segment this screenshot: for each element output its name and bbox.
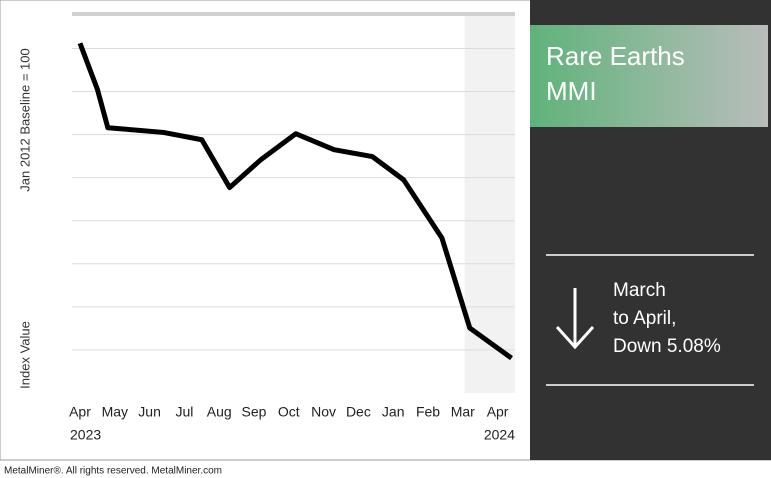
x-tick-label: Apr xyxy=(487,404,509,420)
panel-title: Rare Earths xyxy=(546,41,685,71)
x-tick-label: Apr xyxy=(69,404,91,420)
highlight xyxy=(464,14,515,393)
x-tick-label: Jul xyxy=(175,404,193,420)
x-tick-label: Oct xyxy=(278,404,300,420)
x-tick-label: Jun xyxy=(138,404,161,420)
panel-change: March xyxy=(613,280,666,301)
footer: MetalMiner®. All rights reserved. MetalM… xyxy=(4,466,222,477)
x-tick-label: Dec xyxy=(346,404,371,420)
panel-title: MMI xyxy=(546,76,597,106)
y-axis-label: Index Value xyxy=(17,321,32,389)
x-tick-label: Mar xyxy=(451,404,475,420)
y-axis-label: Jan 2012 Baseline = 100 xyxy=(17,48,32,191)
year-label: 2023 xyxy=(70,427,101,443)
x-tick-label: Feb xyxy=(416,404,440,420)
x-tick-label: Aug xyxy=(207,404,232,420)
panel-change: to April, xyxy=(613,308,676,329)
panel-change: Down 5.08% xyxy=(613,336,721,357)
line xyxy=(77,42,513,361)
down-arrow xyxy=(555,288,595,350)
x-tick-label: Nov xyxy=(311,404,336,420)
title-box xyxy=(530,25,768,127)
year-label: 2024 xyxy=(484,427,515,443)
x-tick-label: May xyxy=(102,404,128,420)
x-tick-label: Sep xyxy=(242,404,267,420)
x-tick-label: Jan xyxy=(382,404,405,420)
